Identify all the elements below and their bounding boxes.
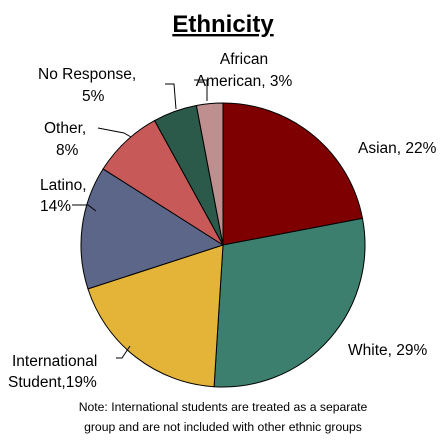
slice-label-latino-line-2: 14% xyxy=(40,198,71,215)
leader-line-other xyxy=(97,127,132,138)
pie-slice-asian xyxy=(222,102,364,246)
slice-label-african-american-line-1: African xyxy=(220,51,268,68)
chart-title: Ethnicity xyxy=(172,11,274,38)
leader-line-latino xyxy=(72,204,97,212)
slice-label-no-response-line-2: 5% xyxy=(82,88,105,105)
note-line-2: group and are not included with other et… xyxy=(84,420,362,434)
slice-label-other-line-1: Other, xyxy=(44,120,86,137)
slice-label-international-student-line-1: International xyxy=(12,353,97,370)
pie-slice-international-student xyxy=(87,244,224,388)
slice-label-asian: Asian, 22% xyxy=(358,140,437,157)
pie-slice-white xyxy=(213,217,366,388)
leader-line-international-student xyxy=(116,345,131,359)
leader-line-african-american xyxy=(194,79,208,101)
slice-label-latino-line-1: Latino, xyxy=(40,177,87,194)
note-line-1: Note: International students are treated… xyxy=(79,400,368,414)
labels-layer: Asian, 22% White, 29% International Student… xyxy=(8,51,437,391)
leader-line-no-response xyxy=(165,83,177,110)
pie-slice-latino xyxy=(80,168,225,290)
leader-lines-layer xyxy=(72,79,208,359)
slice-label-white: White, 29% xyxy=(348,342,427,359)
slice-label-african-american-line-2: American, 3% xyxy=(196,73,293,90)
slices-layer xyxy=(80,102,366,388)
slice-label-other-line-2: 8% xyxy=(56,142,79,159)
slice-label-international-student-line-2: Student,19% xyxy=(8,374,97,391)
pie-slice-african-american xyxy=(195,102,224,246)
slice-label-no-response-line-1: No Response, xyxy=(38,66,136,83)
